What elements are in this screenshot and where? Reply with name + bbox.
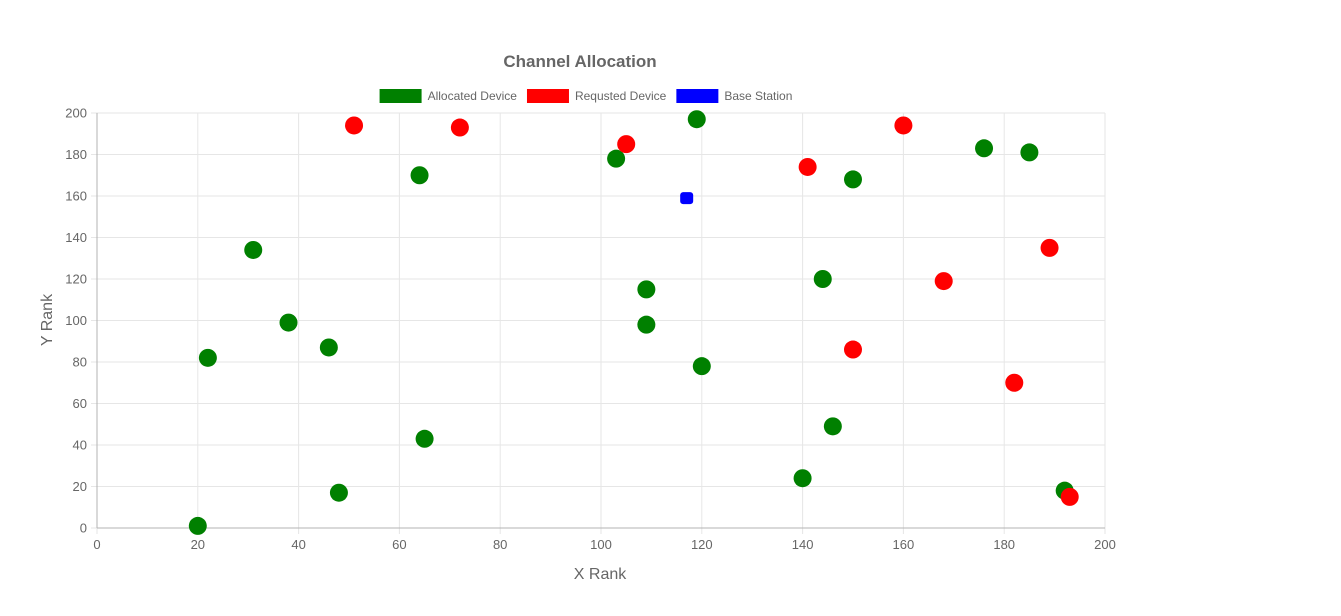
- x-tick-label: 40: [291, 537, 305, 552]
- y-tick-label: 20: [73, 479, 87, 494]
- allocated-device-point: [279, 313, 298, 332]
- allocated-device-point: [844, 170, 862, 189]
- allocated-device-point: [687, 110, 706, 129]
- data-points: [188, 110, 1079, 535]
- x-tick-label: 120: [691, 537, 713, 552]
- legend-swatch: [526, 89, 569, 103]
- requested-device-point: [798, 157, 817, 176]
- allocated-device-point: [823, 417, 842, 436]
- allocated-device-point: [319, 338, 338, 357]
- allocated-device-point: [410, 166, 429, 185]
- x-axis-title: X Rank: [574, 566, 627, 583]
- y-tick-label: 160: [65, 189, 87, 204]
- legend-label: Base Station: [724, 89, 792, 103]
- x-tick-labels: 0 20 40 60 80 100 120 140 160 180 200: [93, 537, 1115, 552]
- requested-device-point: [894, 116, 913, 135]
- x-tick-label: 60: [392, 537, 406, 552]
- x-tick-label: 160: [893, 537, 915, 552]
- y-tick-label: 180: [65, 147, 87, 162]
- y-tick-label: 80: [73, 355, 87, 370]
- allocated-device-point: [607, 149, 626, 168]
- legend-swatch: [676, 89, 719, 103]
- axes: [96, 113, 1105, 529]
- legend-label: Allocated Device: [428, 89, 518, 103]
- y-axis-title: Y Rank: [39, 293, 56, 346]
- base-station-point: [680, 192, 694, 205]
- legend-label: Requsted Device: [575, 89, 667, 103]
- x-tick-label: 180: [993, 537, 1015, 552]
- grid: [91, 112, 1106, 534]
- requested-device-point: [844, 340, 862, 359]
- x-tick-label: 0: [93, 537, 100, 552]
- allocated-device-point: [637, 315, 656, 334]
- allocated-device-point: [975, 139, 994, 158]
- y-tick-label: 120: [65, 272, 87, 287]
- y-tick-labels: 0 20 40 60 80 100 120 140 160 180 200: [65, 106, 87, 536]
- y-tick-label: 100: [65, 313, 87, 328]
- x-tick-label: 80: [493, 537, 507, 552]
- allocated-device-point: [244, 240, 263, 259]
- allocated-device-point: [415, 429, 434, 448]
- y-tick-label: 0: [80, 521, 87, 536]
- allocated-device-point: [692, 357, 711, 376]
- requested-device-point: [450, 118, 469, 137]
- allocated-device-point: [329, 483, 348, 502]
- x-tick-label: 100: [590, 537, 612, 552]
- legend: Allocated Device Requsted Device Base Stat…: [379, 89, 792, 103]
- y-tick-label: 200: [65, 106, 87, 121]
- y-tick-label: 40: [73, 438, 87, 453]
- allocated-device-point: [188, 516, 207, 535]
- x-tick-label: 200: [1094, 537, 1116, 552]
- allocated-device-point: [813, 270, 832, 288]
- allocated-device-point: [637, 280, 656, 299]
- requested-device-point: [934, 272, 953, 291]
- x-tick-label: 20: [191, 537, 205, 552]
- requested-device-point: [1060, 487, 1079, 506]
- chart-title: Channel Allocation: [503, 52, 656, 71]
- requested-device-point: [1040, 238, 1059, 257]
- allocated-device-point: [1020, 143, 1039, 162]
- legend-swatch: [379, 89, 422, 103]
- x-tick-label: 140: [792, 537, 814, 552]
- requested-device-point: [617, 135, 636, 154]
- allocated-device-point: [793, 469, 812, 488]
- requested-device-point: [345, 116, 364, 135]
- y-tick-label: 140: [65, 230, 87, 245]
- allocated-device-point: [198, 348, 217, 367]
- y-tick-label: 60: [73, 396, 87, 411]
- requested-device-point: [1005, 373, 1024, 392]
